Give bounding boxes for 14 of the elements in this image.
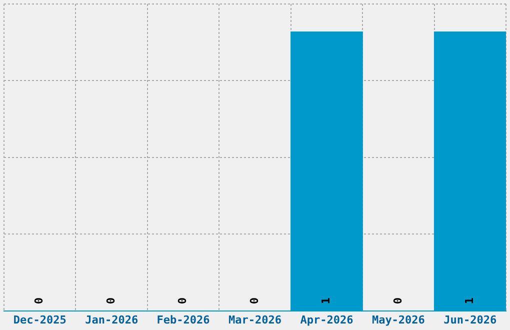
x-tick-label: Feb-2026 xyxy=(156,313,210,326)
data-label: 0 xyxy=(104,297,118,304)
x-tick-label: May-2026 xyxy=(372,313,426,326)
x-tick-label: Jan-2026 xyxy=(85,313,138,326)
x-tick-label: Jun-2026 xyxy=(444,313,498,326)
data-label: 0 xyxy=(176,297,190,304)
data-label: 0 xyxy=(32,297,46,304)
x-tick-label: Dec-2025 xyxy=(13,313,66,326)
x-tick-label: Apr-2026 xyxy=(300,313,354,326)
data-label: 0 xyxy=(248,297,261,304)
data-label: 0 xyxy=(391,297,404,304)
data-label: 1 xyxy=(320,297,333,304)
data-label: 1 xyxy=(463,297,476,304)
x-tick-label: Mar-2026 xyxy=(228,313,282,326)
